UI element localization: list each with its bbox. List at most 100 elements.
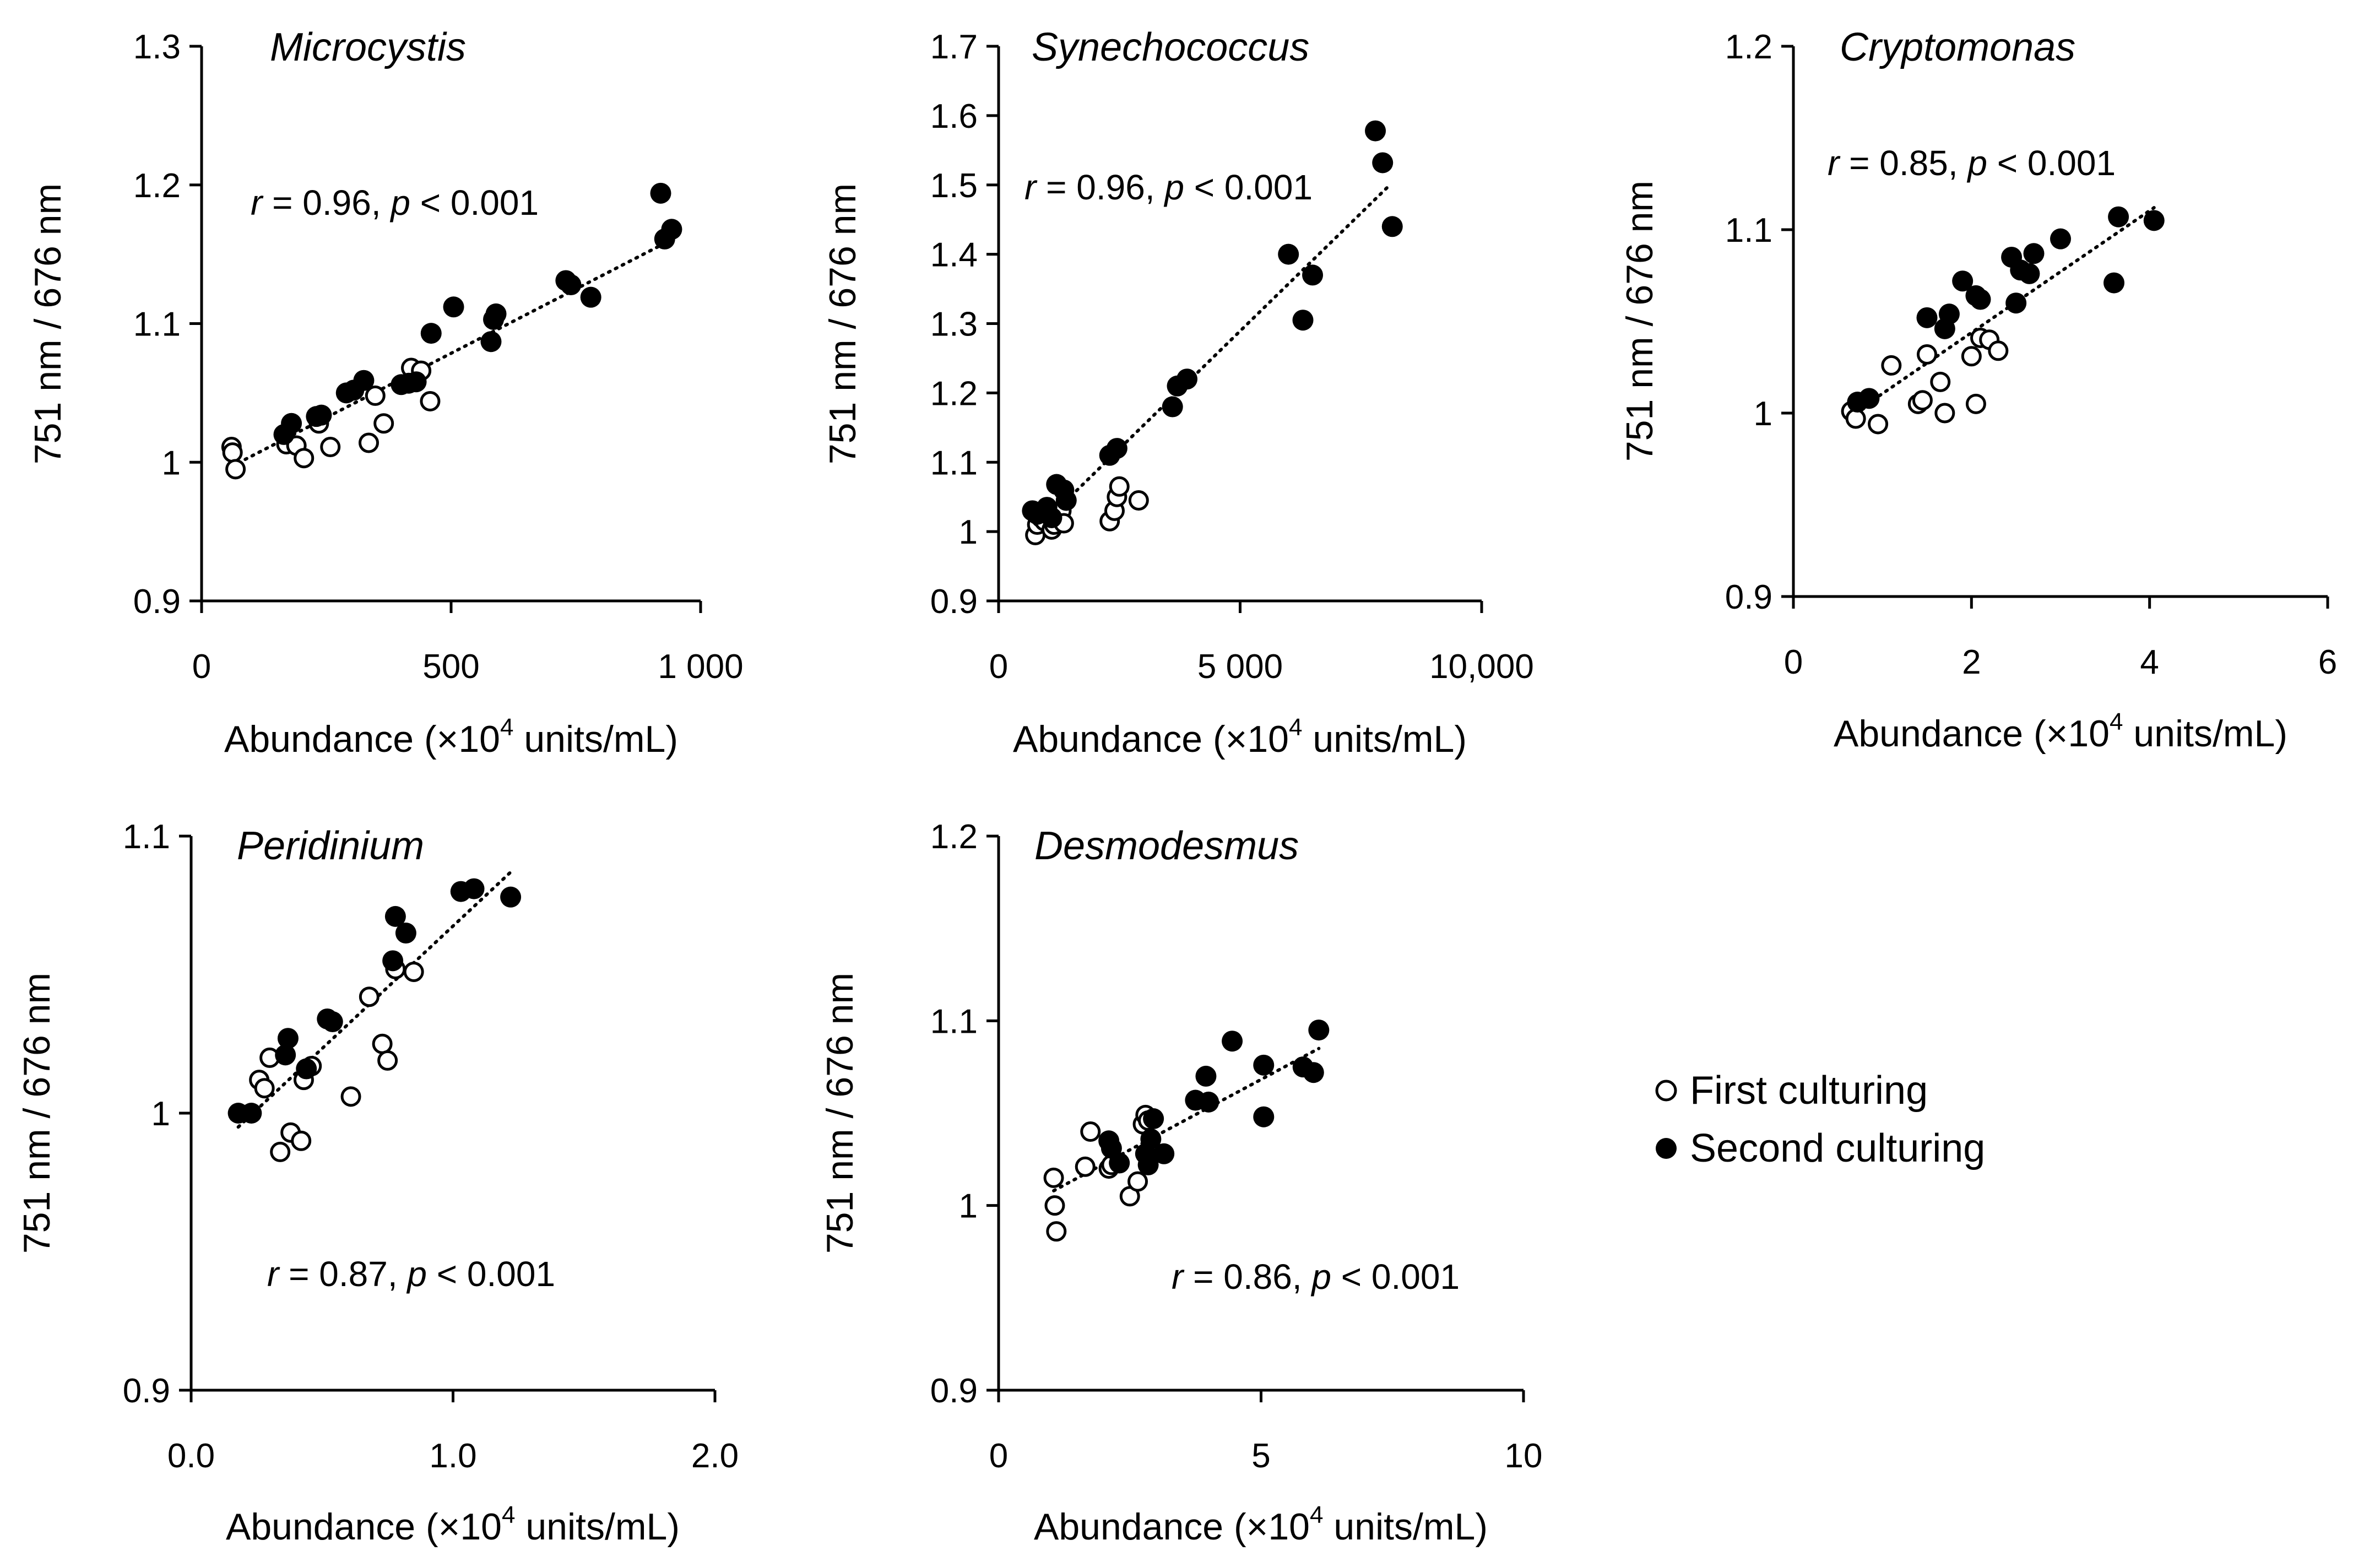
stat-annotation: r = 0.96, p < 0.001 — [1024, 167, 1313, 207]
stat-r-prefix: r — [267, 1254, 280, 1294]
data-point-first — [1881, 355, 1902, 376]
y-tick-label: 1.3 — [133, 28, 181, 66]
stat-r-value: = 0.85, — [1839, 143, 1967, 183]
data-point-second — [2019, 263, 2040, 284]
panel-title: Cryptomonas — [1840, 25, 2075, 69]
data-point-second — [1143, 1108, 1164, 1130]
y-tick-label: 1.6 — [930, 97, 978, 135]
stat-r-value: = 0.87, — [279, 1254, 407, 1294]
trend-line — [230, 236, 677, 468]
x-axis-title-post: units/mL) — [2123, 713, 2287, 755]
stat-p-value: < 0.001 — [427, 1254, 555, 1294]
data-point-second — [1916, 307, 1938, 328]
data-point-first — [365, 385, 386, 406]
x-axis-title-sup: 4 — [1310, 1501, 1323, 1528]
data-point-first — [1075, 1156, 1096, 1177]
x-tick-label: 10 — [1505, 1437, 1543, 1475]
x-axis-title-post: units/mL) — [515, 1506, 680, 1548]
series-second-culturing — [1847, 206, 2165, 413]
data-point-first — [294, 448, 315, 469]
data-point-first — [1868, 414, 1889, 435]
legend-marker-second — [1656, 1138, 1677, 1159]
stat-r-prefix: r — [1024, 167, 1038, 207]
x-axis-title-pre: Abundance (×10 — [1034, 1506, 1310, 1548]
data-point-second — [275, 1044, 296, 1066]
data-point-second — [480, 331, 502, 353]
data-point-first — [1127, 1171, 1148, 1192]
data-point-first — [1845, 408, 1866, 429]
x-axis-title-pre: Abundance (×10 — [226, 1506, 502, 1548]
y-tick-label: 1 — [151, 1095, 170, 1133]
panel-title: Desmodesmus — [1034, 824, 1299, 868]
data-point-second — [463, 878, 485, 899]
stat-annotation: r = 0.87, p < 0.001 — [267, 1254, 555, 1294]
data-point-first — [1917, 344, 1937, 365]
stat-p-prefix: p — [389, 183, 410, 223]
y-tick-label: 1.1 — [930, 444, 978, 482]
data-point-first — [1930, 371, 1951, 392]
data-point-first — [270, 1141, 291, 1162]
data-point-second — [580, 286, 601, 308]
data-point-second — [241, 1103, 262, 1124]
x-axis-title-post: units/mL) — [1323, 1506, 1488, 1548]
data-point-second — [1106, 438, 1127, 459]
y-tick-label: 1 — [1754, 395, 1772, 433]
data-point-second — [1198, 1091, 1219, 1113]
data-point-second — [395, 923, 416, 944]
data-point-second — [1253, 1106, 1275, 1127]
stat-r-value: = 0.96, — [262, 183, 391, 223]
y-tick-label: 0.9 — [123, 1372, 170, 1410]
data-point-second — [560, 274, 582, 296]
y-axis-title: 751 nm / 676 nm — [822, 183, 864, 464]
stat-p-prefix: p — [1966, 143, 1987, 183]
y-tick-label: 0.9 — [930, 583, 978, 621]
data-point-first — [359, 432, 380, 453]
x-axis-title: Abundance (×104 units/mL) — [1834, 708, 2287, 755]
data-point-second — [2143, 210, 2165, 231]
data-point-second — [1162, 396, 1183, 417]
y-tick-label: 1.2 — [133, 167, 181, 205]
data-point-first — [225, 459, 246, 480]
data-point-second — [2103, 272, 2124, 294]
data-point-first — [320, 437, 341, 458]
y-tick-label: 0.9 — [133, 583, 181, 621]
stat-p-prefix: p — [1310, 1257, 1331, 1297]
y-tick-label: 1 — [162, 444, 181, 482]
series-second-culturing — [1022, 120, 1403, 528]
data-point-second — [1041, 507, 1062, 528]
data-point-second — [485, 303, 507, 324]
panel-synechococcus: 0.9 1 1.1 1.2 1.3 1.4 1.5 1.6 1.7 0 5 000 10,000 Syn… — [822, 25, 1534, 760]
x-tick-label: 2.0 — [691, 1437, 739, 1475]
data-point-first — [1988, 340, 2009, 361]
series-first-culturing — [1841, 327, 2009, 435]
x-tick-label: 4 — [2140, 643, 2159, 681]
data-point-first — [372, 1033, 393, 1054]
data-point-second — [322, 1011, 343, 1033]
x-tick-label: 1.0 — [429, 1437, 476, 1475]
y-axis-title: 751 nm / 676 nm — [819, 973, 861, 1254]
data-point-second — [1858, 388, 1880, 409]
data-point-second — [1365, 120, 1386, 142]
y-tick-label: 1.1 — [930, 1002, 978, 1040]
panel-title: Microcystis — [270, 25, 466, 69]
x-tick-label: 0.0 — [167, 1437, 215, 1475]
data-point-first — [1046, 1221, 1067, 1242]
data-point-second — [1253, 1054, 1275, 1076]
series-second-culturing — [273, 182, 682, 445]
data-point-second — [405, 371, 427, 393]
y-tick-label: 0.9 — [930, 1372, 978, 1410]
data-point-second — [1222, 1031, 1243, 1052]
data-point-first — [1912, 390, 1933, 411]
stat-annotation: r = 0.85, p < 0.001 — [1828, 143, 2116, 183]
stat-p-value: < 0.001 — [1331, 1257, 1460, 1297]
data-point-second — [1137, 1154, 1159, 1175]
x-tick-label: 5 000 — [1197, 648, 1283, 686]
data-point-second — [661, 219, 682, 240]
y-tick-label: 1.1 — [1725, 212, 1772, 250]
x-tick-label: 0 — [192, 648, 211, 686]
data-point-first — [1961, 346, 1982, 367]
data-point-second — [650, 182, 671, 204]
series-second-culturing — [227, 878, 522, 1124]
series-first-culturing — [249, 958, 424, 1162]
